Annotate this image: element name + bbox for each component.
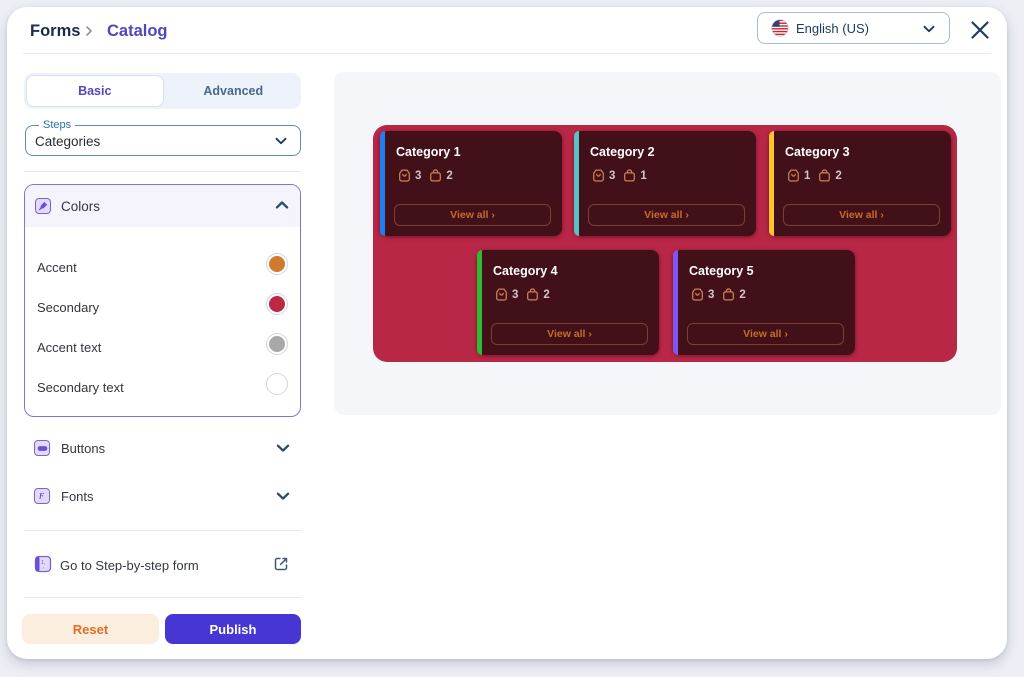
svg-text:F: F [38, 492, 45, 501]
svg-text:,: , [43, 564, 44, 570]
svg-text:1,: 1, [41, 560, 45, 566]
